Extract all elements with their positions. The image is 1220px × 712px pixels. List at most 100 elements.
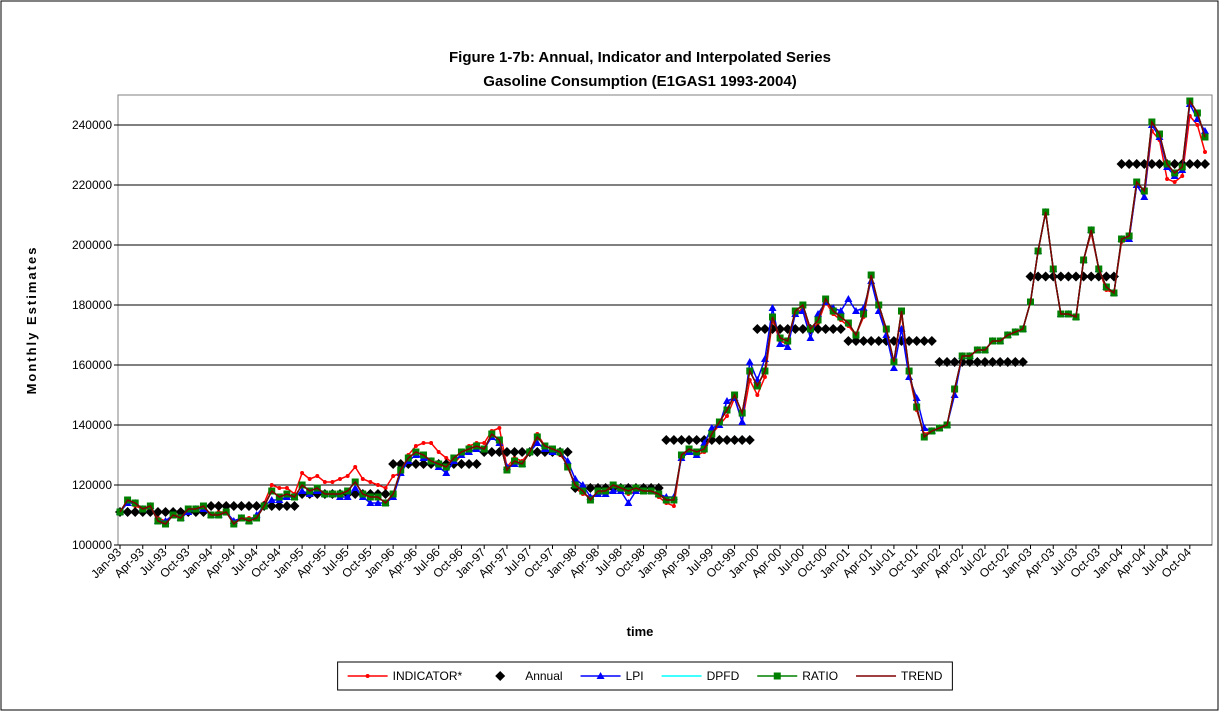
legend-item: INDICATOR* <box>347 669 463 683</box>
data-point <box>759 324 770 334</box>
y-tick-label: 200000 <box>72 238 112 252</box>
plot-area <box>117 94 1213 546</box>
data-point <box>1172 180 1177 184</box>
data-point <box>380 489 391 499</box>
legend-label: TREND <box>901 669 943 683</box>
data-point <box>729 435 740 445</box>
data-point <box>345 474 350 478</box>
data-point <box>281 501 292 511</box>
data-point <box>1063 271 1074 282</box>
data-point <box>624 499 633 506</box>
data-point <box>532 447 543 457</box>
data-point <box>353 465 358 469</box>
legend-label: DPFD <box>707 669 740 683</box>
legend-item: RATIO <box>757 669 838 683</box>
data-point <box>497 426 502 430</box>
data-point <box>942 357 953 367</box>
data-point <box>858 336 869 346</box>
data-point <box>1169 159 1180 169</box>
legend-label: Annual <box>525 669 562 683</box>
data-point <box>1184 159 1195 169</box>
data-point <box>1140 193 1149 200</box>
data-point <box>1040 271 1051 282</box>
data-point <box>738 418 747 425</box>
data-point <box>360 477 365 481</box>
data-point <box>1002 357 1013 367</box>
data-point <box>737 435 748 445</box>
data-point <box>844 295 853 302</box>
data-point <box>206 501 217 511</box>
data-point <box>284 486 289 490</box>
y-tick-label: 180000 <box>72 298 112 312</box>
data-point <box>160 507 171 517</box>
legend-marker <box>495 671 506 681</box>
data-point <box>338 477 343 481</box>
data-point <box>851 307 860 314</box>
data-point <box>744 435 755 445</box>
data-point <box>315 474 320 478</box>
y-tick-label: 100000 <box>72 538 112 552</box>
data-point <box>1101 271 1112 282</box>
data-point <box>471 459 482 469</box>
data-point <box>444 456 449 460</box>
data-point <box>251 501 262 511</box>
data-point <box>671 504 676 508</box>
data-point <box>578 481 587 488</box>
data-point <box>122 507 133 517</box>
data-point <box>228 501 239 511</box>
data-point <box>721 435 732 445</box>
data-point <box>300 471 305 475</box>
data-point <box>1154 159 1165 169</box>
data-point <box>768 304 777 311</box>
data-point <box>668 435 679 445</box>
data-point <box>911 336 922 346</box>
data-point <box>806 334 815 341</box>
y-tick-label: 140000 <box>72 418 112 432</box>
data-point <box>1124 159 1135 169</box>
y-axis-title: Monthly Estimates <box>24 246 39 395</box>
data-point <box>866 336 877 346</box>
data-point <box>904 336 915 346</box>
data-point <box>418 459 429 469</box>
data-point <box>1025 271 1036 282</box>
data-point <box>585 483 596 493</box>
data-point <box>533 439 542 446</box>
chart-subtitle: Gasoline Consumption (E1GAS1 1993-2004) <box>483 73 796 90</box>
data-point <box>436 450 441 454</box>
y-tick-label: 220000 <box>72 178 112 192</box>
legend-item: TREND <box>856 669 943 683</box>
legend-label: RATIO <box>802 669 838 683</box>
data-point <box>934 357 945 367</box>
data-point <box>836 307 845 314</box>
data-point <box>410 459 421 469</box>
data-point <box>243 501 254 511</box>
y-tick-label: 160000 <box>72 358 112 372</box>
data-point <box>797 324 808 334</box>
data-point <box>1203 150 1207 154</box>
data-point <box>1116 159 1127 169</box>
data-point <box>820 324 831 334</box>
data-point <box>562 447 573 457</box>
y-tick-label: 240000 <box>72 118 112 132</box>
data-point <box>776 340 785 347</box>
legend-item: DPFD <box>661 669 740 683</box>
data-point <box>429 441 434 445</box>
chart-title: Figure 1-7b: Annual, Indicator and Inter… <box>449 49 831 66</box>
data-point <box>351 484 360 491</box>
data-point <box>1200 159 1210 169</box>
legend-label: INDICATOR* <box>393 669 463 683</box>
data-point <box>307 477 312 481</box>
data-point <box>1086 271 1097 282</box>
data-point <box>661 435 672 445</box>
data-point <box>783 343 792 350</box>
data-point <box>383 486 388 490</box>
data-point <box>676 435 687 445</box>
data-point <box>267 496 276 503</box>
data-point <box>714 435 725 445</box>
legend-marker <box>596 672 605 679</box>
data-point <box>1146 159 1157 169</box>
data-point <box>684 435 695 445</box>
data-point <box>375 483 380 487</box>
data-point <box>859 304 868 311</box>
